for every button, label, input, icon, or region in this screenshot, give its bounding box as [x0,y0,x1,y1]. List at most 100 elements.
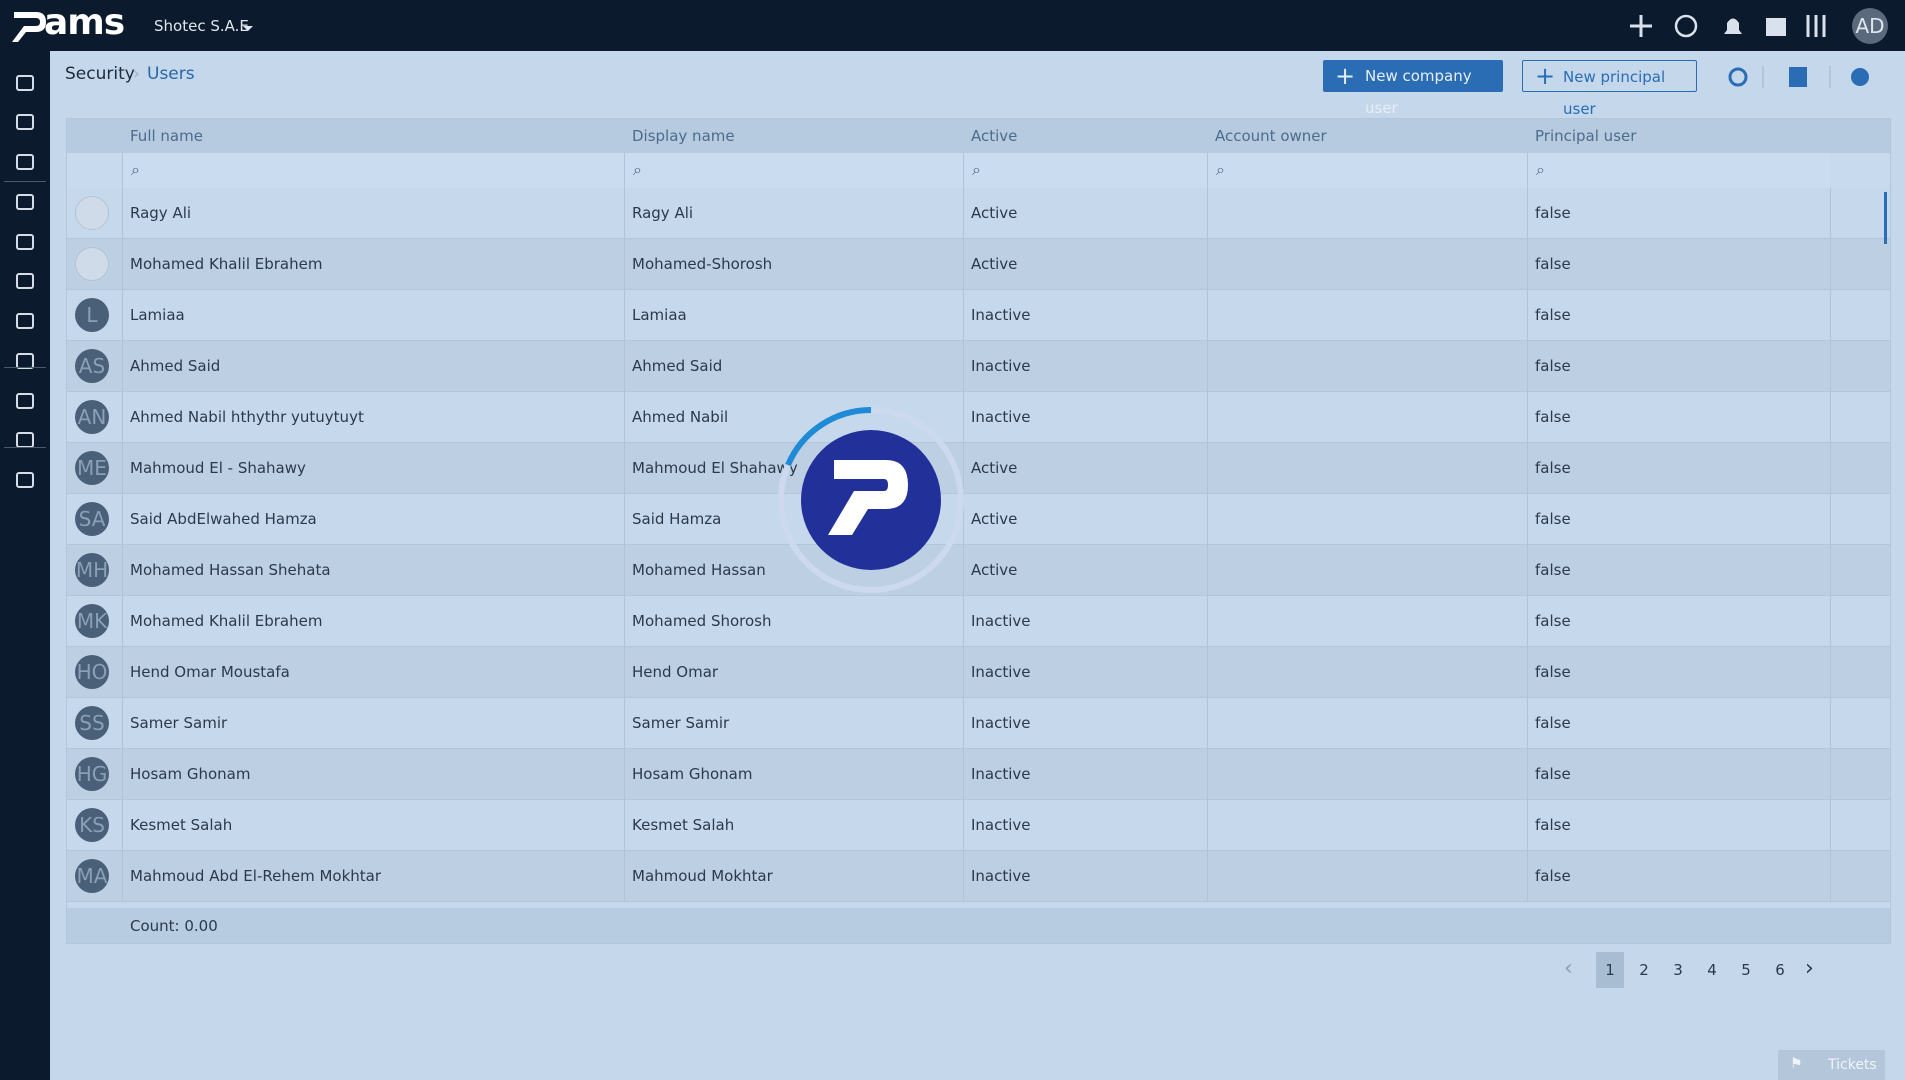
refresh-icon[interactable] [1728,67,1748,87]
cell: Mohamed Khalil Ebrahem [130,612,323,630]
sidebar-icon[interactable] [16,114,34,130]
cell-divider [122,392,123,443]
column-header[interactable]: Full name [130,127,203,145]
filter-input[interactable]: ⌕ [1527,153,1830,188]
table-row[interactable]: SS Samer Samir Samer Samir Inactive false [67,698,1890,749]
column-header[interactable]: Account owner [1215,127,1327,145]
cell-divider [1207,596,1208,647]
cell-divider [1830,800,1831,851]
next-page[interactable]: › [1805,956,1814,981]
table-row[interactable]: SA Said AbdElwahed Hamza Said Hamza Active f… [67,494,1890,545]
new-principal-user-button[interactable]: + New principal user [1522,60,1697,118]
table-row[interactable]: MA Mahmoud Abd El-Rehem Mokhtar Mahmoud Mo… [67,851,1890,902]
cell-divider [1527,851,1528,902]
users-table: Full name Display name Active Account owner… [66,118,1891,944]
table-row[interactable]: AN Ahmed Nabil hthythr yutuytuyt Ahmed Nab… [67,392,1890,443]
cell: Ragy Ali [632,204,694,222]
cell: false [1535,663,1571,681]
sidebar-icon[interactable] [16,154,34,170]
avatar: KS [75,808,109,842]
filter-input[interactable]: ⌕ [963,153,1207,188]
button-label: New company user [1365,67,1472,117]
logo-mark[interactable] [10,6,50,46]
table-row[interactable]: AS Ahmed Said Ahmed Said Inactive false [67,341,1890,392]
cell: Active [971,204,1018,222]
column-header[interactable]: Display name [632,127,735,145]
avatar: SS [75,706,109,740]
cell-divider [122,749,123,800]
cell: Hosam Ghonam [130,765,251,783]
plus-icon: + [1535,62,1556,90]
table-row[interactable]: HG Hosam Ghonam Hosam Ghonam Inactive false [67,749,1890,800]
cell: Said AbdElwahed Hamza [130,510,317,528]
cell-divider [624,851,625,902]
cell: Ahmed Nabil hthythr yutuytuyt [130,408,364,426]
cell-divider [963,494,964,545]
column-header[interactable]: Active [971,127,1018,145]
cell-divider [122,851,123,902]
table-row[interactable]: HO Hend Omar Moustafa Hend Omar Inactive fal… [67,647,1890,698]
add-icon[interactable] [1630,15,1652,37]
store-icon[interactable] [1766,18,1786,36]
table-row[interactable]: MH Mohamed Hassan Shehata Mohamed Hassan Ac… [67,545,1890,596]
sidebar-icon[interactable] [16,273,34,289]
gear-icon[interactable] [1851,68,1869,86]
breadcrumb-section[interactable]: Security [65,64,135,84]
sidebar-icon[interactable] [16,393,34,409]
page-number[interactable]: 4 [1707,961,1717,979]
cell: Mohamed-Shorosh [632,255,773,273]
sidebar-icon[interactable] [16,353,34,369]
avatar: MH [75,553,109,587]
cell-divider [624,596,625,647]
sidebar-divider [4,367,46,368]
sidebar-icon[interactable] [16,313,34,329]
company-caret [243,26,253,31]
table-row[interactable]: Mohamed Khalil Ebrahem Mohamed-Shorosh Act… [67,239,1890,290]
page-number[interactable]: 1 [1596,952,1624,988]
table-row[interactable]: Ragy Ali Ragy Ali Active false [67,188,1890,239]
cell-divider [122,494,123,545]
page-number[interactable]: 5 [1741,961,1751,979]
cell-divider [1207,290,1208,341]
company-selector[interactable]: Shotec S.A.E [154,17,249,35]
cell-divider [1527,494,1528,545]
sidebar-icon[interactable] [16,472,34,488]
table-row[interactable]: L Lamiaa Lamiaa Inactive false [67,290,1890,341]
sidebar-icon[interactable] [16,234,34,250]
cell: false [1535,816,1571,834]
sidebar-icon[interactable] [16,194,34,210]
table-row[interactable]: MK Mohamed Khalil Ebrahem Mohamed Shorosh I… [67,596,1890,647]
sidebar-icon[interactable] [16,432,34,448]
table-row[interactable]: ME Mahmoud El - Shahawy Mahmoud El Shahawy… [67,443,1890,494]
column-header[interactable]: Principal user [1535,127,1637,145]
page-number[interactable]: 2 [1639,961,1649,979]
pagination: ‹ 1 2 3 4 5 6 › [1560,952,1820,988]
loading-spinner [778,406,964,593]
filter-input[interactable]: ⌕ [624,153,963,188]
cell: Inactive [971,408,1031,426]
bell-icon[interactable] [1724,18,1742,35]
history-icon[interactable] [1674,14,1698,38]
user-avatar[interactable]: AD [1852,8,1888,44]
page-number[interactable]: 6 [1775,961,1785,979]
columns-icon[interactable] [1789,67,1807,87]
tickets-button[interactable]: ⚑ Tickets [1778,1050,1885,1080]
cell-divider [1830,341,1831,392]
table-row[interactable]: KS Kesmet Salah Kesmet Salah Inactive false [67,800,1890,851]
cell-divider [624,239,625,290]
scrollbar[interactable] [1884,192,1887,244]
cell: Samer Samir [632,714,730,732]
filter-input[interactable]: ⌕ [1207,153,1527,188]
page-number[interactable]: 3 [1673,961,1683,979]
filter-input[interactable]: ⌕ [122,153,624,188]
new-company-user-button[interactable]: + New company user [1323,60,1503,117]
sidebar-icon[interactable] [16,75,34,91]
settings-icon[interactable] [1806,15,1826,37]
avatar: AS [75,349,109,383]
cell: Lamiaa [130,306,185,324]
cell: false [1535,255,1571,273]
avatar: HG [75,757,109,791]
cell-divider [1207,545,1208,596]
prev-page[interactable]: ‹ [1564,956,1573,981]
